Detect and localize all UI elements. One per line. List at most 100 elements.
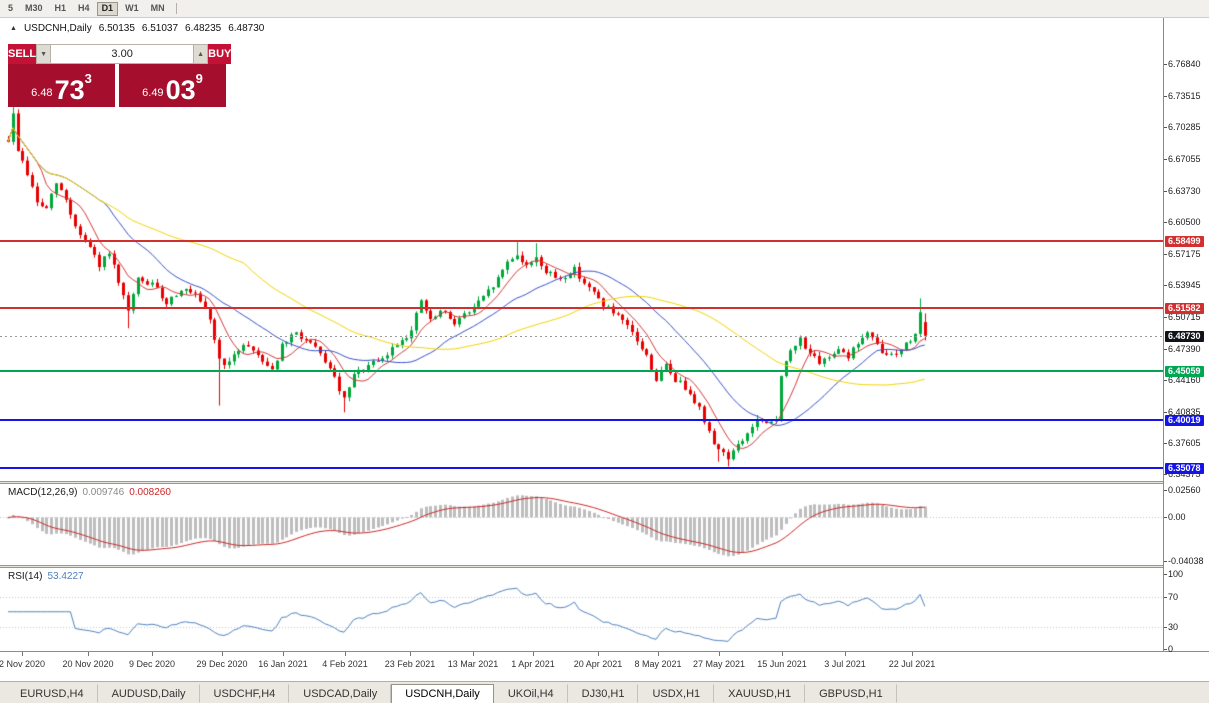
date-label: 15 Jun 2021 xyxy=(757,659,807,669)
price-level-line[interactable] xyxy=(0,467,1163,469)
chart-tab-eurusd-h4[interactable]: EURUSD,H4 xyxy=(6,684,98,703)
date-label: 8 May 2021 xyxy=(634,659,682,669)
price-axis-tick: 6.37605 xyxy=(1164,438,1201,448)
pane-separator[interactable] xyxy=(0,481,1209,484)
date-label: 20 Nov 2020 xyxy=(62,659,114,669)
price-axis-tick: 6.57175 xyxy=(1164,249,1201,259)
buy-price-display[interactable]: 6.49 03 9 xyxy=(119,64,226,107)
date-label: 13 Mar 2021 xyxy=(447,659,499,669)
date-label: 20 Apr 2021 xyxy=(573,659,623,669)
chart-tab-audusd-daily[interactable]: AUDUSD,Daily xyxy=(98,684,200,703)
chart-tabs-bar: EURUSD,H4 AUDUSD,Daily USDCHF,H4 USDCAD,Dai… xyxy=(0,681,1209,703)
level-price-tag: 6.35078 xyxy=(1165,463,1204,474)
timeframe-button-h4[interactable]: H4 xyxy=(73,2,95,16)
sell-price-prefix: 6.48 xyxy=(31,87,53,99)
time-axis-tick-mark xyxy=(222,652,223,656)
time-axis[interactable]: 2 Nov 2020 20 Nov 2020 9 Dec 2020 29 Dec 20… xyxy=(0,651,1209,681)
time-axis-tick-mark xyxy=(782,652,783,656)
chart-symbol-period: USDCNH,Daily xyxy=(23,23,92,34)
date-label: 22 Jul 2021 xyxy=(888,659,936,669)
timeframe-button-w1[interactable]: W1 xyxy=(120,2,144,16)
price-axis-tick: 6.76840 xyxy=(1164,59,1201,69)
rsi-indicator-canvas[interactable] xyxy=(0,568,1163,651)
date-label: 1 Apr 2021 xyxy=(511,659,555,669)
macd-indicator-canvas[interactable] xyxy=(0,484,1163,565)
toolbar-separator xyxy=(175,3,177,14)
chart-tab-usdcad-daily[interactable]: USDCAD,Daily xyxy=(289,684,392,703)
volume-control: ▼ ▲ xyxy=(36,44,209,64)
time-axis-tick-mark xyxy=(152,652,153,656)
rsi-indicator-label: RSI(14) 53.4227 xyxy=(8,571,84,582)
time-axis-tick-mark xyxy=(473,652,474,656)
buy-price-prefix: 6.49 xyxy=(142,87,164,99)
price-level-line[interactable] xyxy=(0,370,1163,372)
price-axis-tick: 6.50715 xyxy=(1164,312,1201,322)
sell-price-pips: 73 xyxy=(54,75,85,106)
time-axis-tick-mark xyxy=(912,652,913,656)
price-level-line[interactable] xyxy=(0,419,1163,421)
price-level-line[interactable] xyxy=(0,307,1163,309)
volume-input[interactable] xyxy=(51,45,194,63)
time-axis-tick-mark xyxy=(345,652,346,656)
price-axis[interactable]: 6.76840 6.73515 6.70285 6.67055 6.63730 6.605… xyxy=(1163,18,1209,654)
macd-indicator-label: MACD(12,26,9) 0.009746 0.008260 xyxy=(8,487,171,498)
time-axis-tick-mark xyxy=(719,652,720,656)
rsi-axis-tick: 0 xyxy=(1163,644,1174,654)
time-axis-tick-mark xyxy=(88,652,89,656)
chart-tab-usdcnh-daily[interactable]: USDCNH,Daily xyxy=(391,684,494,703)
date-label: 16 Jan 2021 xyxy=(258,659,308,669)
date-label: 9 Dec 2020 xyxy=(128,659,176,669)
chart-tab-usdx-h1[interactable]: USDX,H1 xyxy=(638,684,715,703)
time-axis-tick-mark xyxy=(283,652,284,656)
chart-tab-usdchf-h4[interactable]: USDCHF,H4 xyxy=(200,684,290,703)
level-price-tag: 6.40019 xyxy=(1165,415,1204,426)
sell-button[interactable]: SELL xyxy=(8,44,37,64)
price-level-line[interactable] xyxy=(0,240,1163,242)
pane-separator[interactable] xyxy=(0,565,1209,568)
timeframe-button-m30[interactable]: M30 xyxy=(20,2,48,16)
macd-name: MACD(12,26,9) xyxy=(8,487,78,498)
sell-price-point: 3 xyxy=(84,71,92,86)
rsi-value: 53.4227 xyxy=(47,571,84,582)
buy-button[interactable]: BUY xyxy=(208,44,232,64)
price-axis-tick: 6.63730 xyxy=(1164,186,1201,196)
chart-tab-ukoil-h4[interactable]: UKOil,H4 xyxy=(494,684,568,703)
volume-decrease-button[interactable]: ▼ xyxy=(36,45,52,63)
rsi-axis-tick: 100 xyxy=(1163,569,1184,579)
timeframe-button-h1[interactable]: H1 xyxy=(50,2,72,16)
macd-signal-value: 0.008260 xyxy=(129,487,171,498)
macd-main-value: 0.009746 xyxy=(82,487,125,498)
timeframe-button-5[interactable]: 5 xyxy=(3,2,18,16)
buy-price-pips: 03 xyxy=(165,75,196,106)
level-price-tag: 6.58499 xyxy=(1165,236,1204,247)
date-label: 3 Jul 2021 xyxy=(824,659,866,669)
chart-close-value: 6.48730 xyxy=(228,23,265,34)
current-price-line xyxy=(0,336,1163,337)
time-axis-tick-mark xyxy=(598,652,599,656)
timeframe-button-mn[interactable]: MN xyxy=(146,2,170,16)
level-price-tag: 6.51582 xyxy=(1165,303,1204,314)
trade-panel-toggle-icon[interactable]: ▲ xyxy=(10,25,17,32)
date-label: 4 Feb 2021 xyxy=(322,659,368,669)
chart-tab-dj30-h1[interactable]: DJ30,H1 xyxy=(568,684,639,703)
price-axis-tick: 6.40835 xyxy=(1164,407,1201,417)
date-label: 2 Nov 2020 xyxy=(0,659,46,669)
chart-tab-xauusd-h1[interactable]: XAUUSD,H1 xyxy=(714,684,806,703)
time-axis-tick-mark xyxy=(845,652,846,656)
rsi-axis-tick: 30 xyxy=(1163,622,1179,632)
chart-high-value: 6.51037 xyxy=(141,23,179,34)
one-click-trading-panel: SELL ▼ ▲ BUY 6.48 73 3 6.49 03 9 xyxy=(8,44,232,107)
chart-tab-gbpusd-h1[interactable]: GBPUSD,H1 xyxy=(805,684,897,703)
current-price-tag: 6.48730 xyxy=(1165,331,1204,342)
date-label: 27 May 2021 xyxy=(692,659,746,669)
sell-price-display[interactable]: 6.48 73 3 xyxy=(8,64,115,107)
date-label: 23 Feb 2021 xyxy=(384,659,436,669)
price-axis-tick: 6.34375 xyxy=(1164,469,1201,479)
volume-increase-button[interactable]: ▲ xyxy=(193,45,209,63)
price-axis-tick: 6.60500 xyxy=(1164,217,1201,227)
time-axis-tick-mark xyxy=(658,652,659,656)
price-axis-tick: 6.73515 xyxy=(1164,91,1201,101)
chart-title: ▲ USDCNH,Daily 6.50135 6.51037 6.48235 6… xyxy=(10,23,264,34)
timeframe-button-d1[interactable]: D1 xyxy=(96,1,119,16)
